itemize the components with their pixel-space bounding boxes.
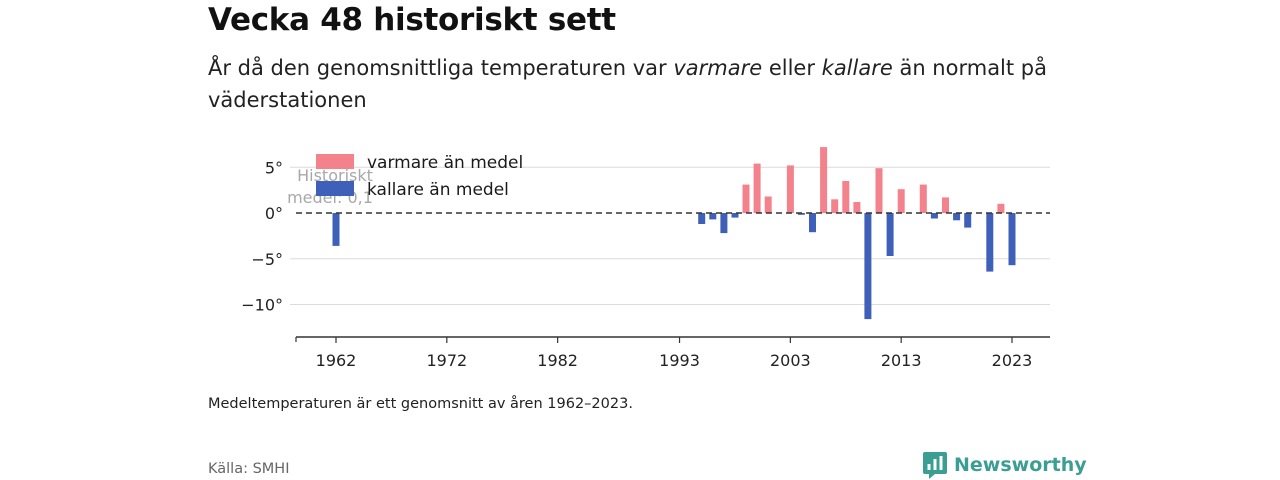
bar-warm (786, 165, 794, 213)
bar-cold (332, 213, 340, 246)
bar-cold (986, 213, 994, 272)
bar-cold (698, 213, 706, 224)
x-tick-label: 1993 (659, 351, 700, 370)
x-axis-ticks: 1962 1972 1982 1993 2003 2013 2023 (316, 337, 1033, 370)
bar-cold (930, 213, 938, 219)
bar-cold (809, 213, 816, 233)
bar-warm (997, 203, 1005, 213)
brand-name: Newsworthy (954, 454, 1087, 476)
bar-warm (853, 202, 861, 213)
chart-title: Vecka 48 historiskt sett (208, 2, 616, 38)
x-tick-label: 2023 (992, 351, 1033, 370)
y-axis-ticks: 5° 0° −5° −10° (241, 158, 283, 314)
legend: varmare än medel kallare än medel (316, 153, 523, 200)
subtitle-text: eller (762, 56, 822, 80)
bar-warm (919, 184, 927, 213)
bar-cold (720, 213, 728, 234)
subtitle-text: År då den genomsnittliga temperaturen va… (208, 56, 674, 80)
bar-warm (753, 163, 761, 213)
x-tick-label: 2003 (770, 351, 811, 370)
bar-cold (886, 213, 894, 256)
x-tick-label: 1972 (426, 351, 467, 370)
bar-cold (709, 213, 717, 220)
y-tick-label: 5° (265, 158, 283, 177)
x-tick-label: 1982 (537, 351, 578, 370)
bar-warm (875, 168, 883, 213)
bar-warm (831, 199, 839, 213)
bar-warm (820, 147, 828, 213)
bar-cold (1008, 213, 1016, 266)
legend-swatch (316, 154, 354, 169)
gridlines (290, 166, 1050, 305)
subtitle-cold-word: kallare (821, 56, 893, 80)
bar-warm (764, 196, 772, 213)
bar-warm (742, 184, 750, 213)
x-tick-label: 2013 (881, 351, 922, 370)
subtitle-warm-word: varmare (673, 56, 763, 80)
brand-logo: Newsworthy (922, 450, 1087, 480)
legend-swatch (316, 181, 354, 196)
subtitle-text: än normalt på väderstationen (208, 56, 1047, 112)
bar-warm (842, 181, 850, 213)
source-label: Källa: SMHI (208, 461, 290, 477)
x-tick-label: 1962 (316, 351, 357, 370)
reference-label-line: Historiskt (297, 166, 373, 185)
axes (295, 212, 1050, 342)
chart-note: Medeltemperaturen är ett genomsnitt av å… (208, 396, 633, 412)
y-tick-label: 0° (265, 204, 283, 223)
bar-cold (953, 213, 961, 221)
legend-label: kallare än medel (367, 180, 509, 200)
bar-cold (864, 213, 872, 320)
bar-cold (731, 213, 739, 218)
bar-warm (942, 197, 949, 213)
bar-cold (964, 213, 972, 228)
bar-cold (797, 213, 805, 215)
y-tick-label: −10° (241, 296, 283, 315)
chart-subtitle: År då den genomsnittliga temperaturen va… (208, 52, 1048, 116)
bars (332, 147, 1016, 320)
bar-warm (897, 189, 905, 213)
y-tick-label: −5° (251, 250, 283, 269)
newsworthy-logo-icon (923, 452, 947, 479)
legend-label: varmare än medel (367, 153, 523, 173)
